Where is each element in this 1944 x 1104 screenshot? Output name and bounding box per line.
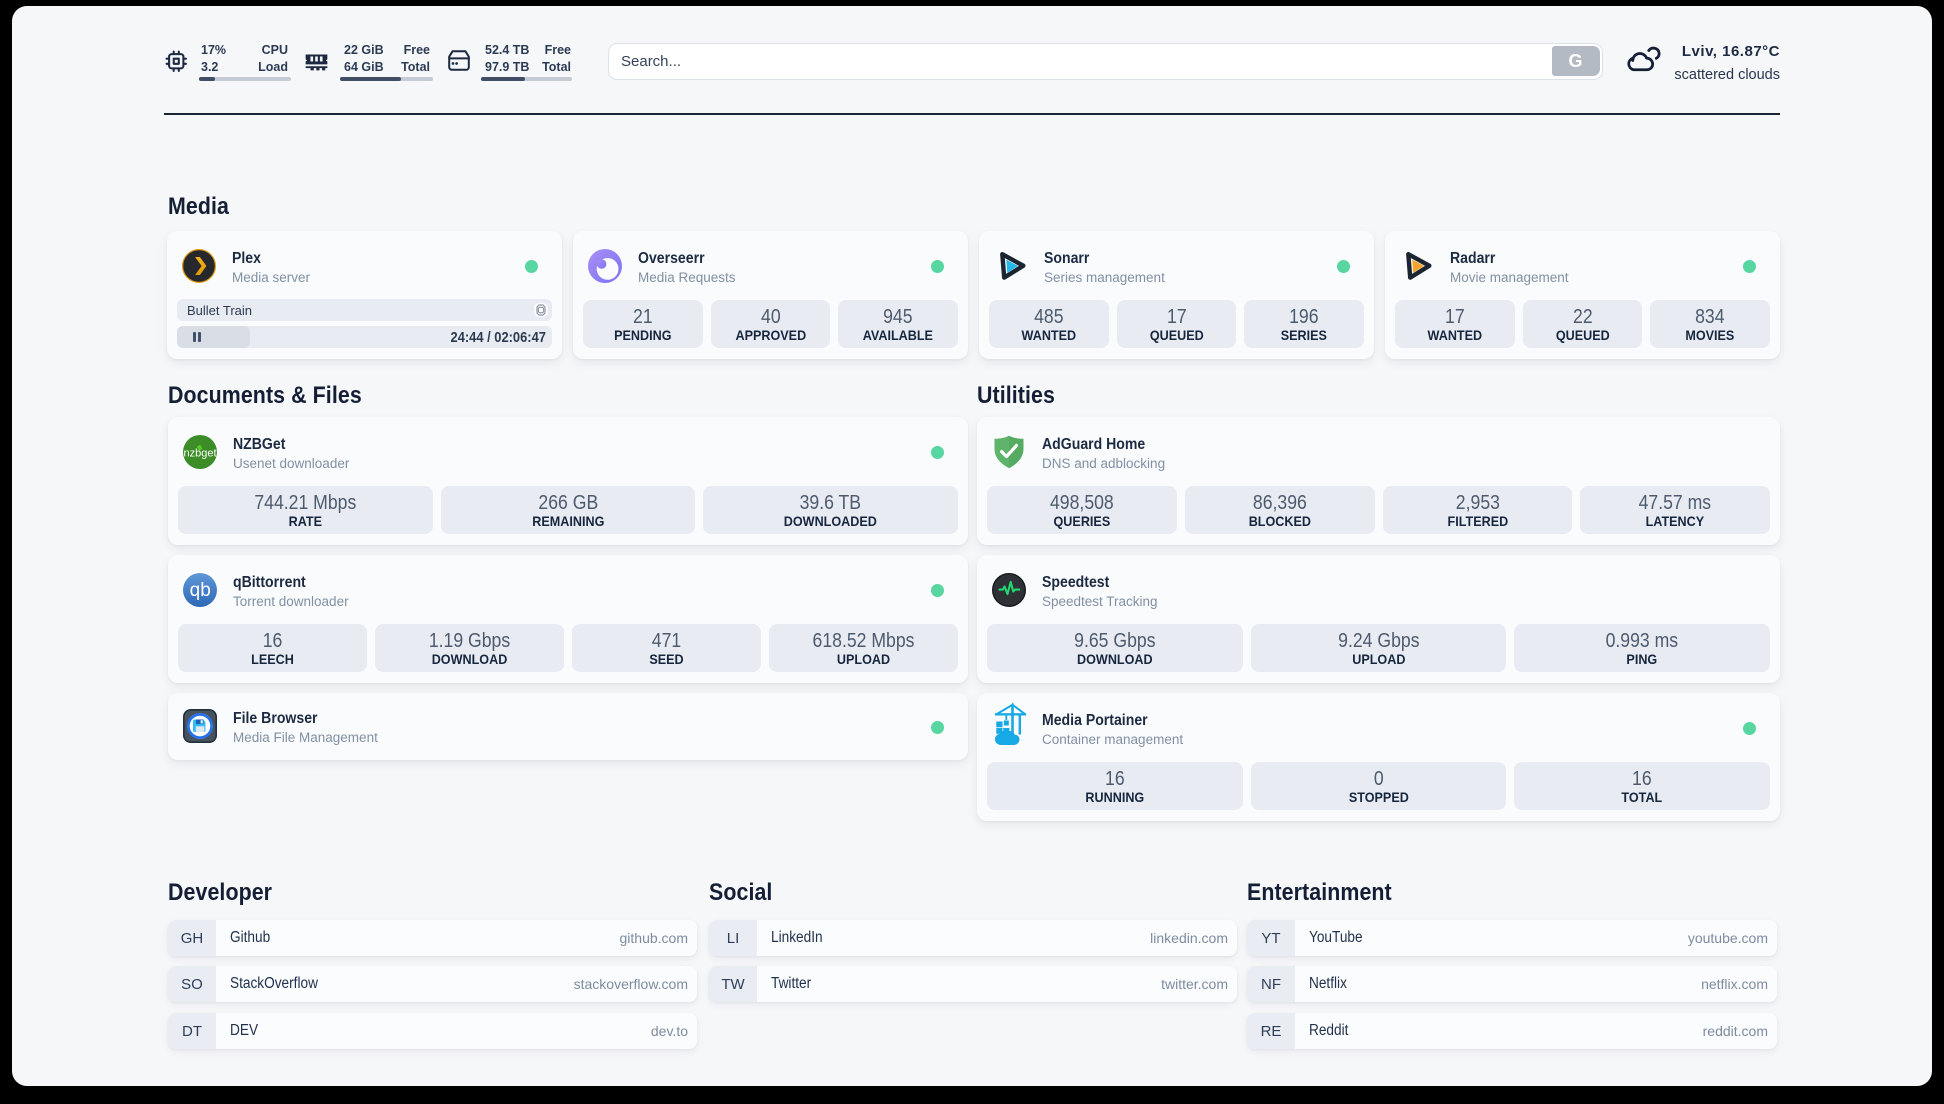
- svg-text:qb: qb: [190, 580, 211, 601]
- svg-text:nzbget: nzbget: [183, 448, 216, 460]
